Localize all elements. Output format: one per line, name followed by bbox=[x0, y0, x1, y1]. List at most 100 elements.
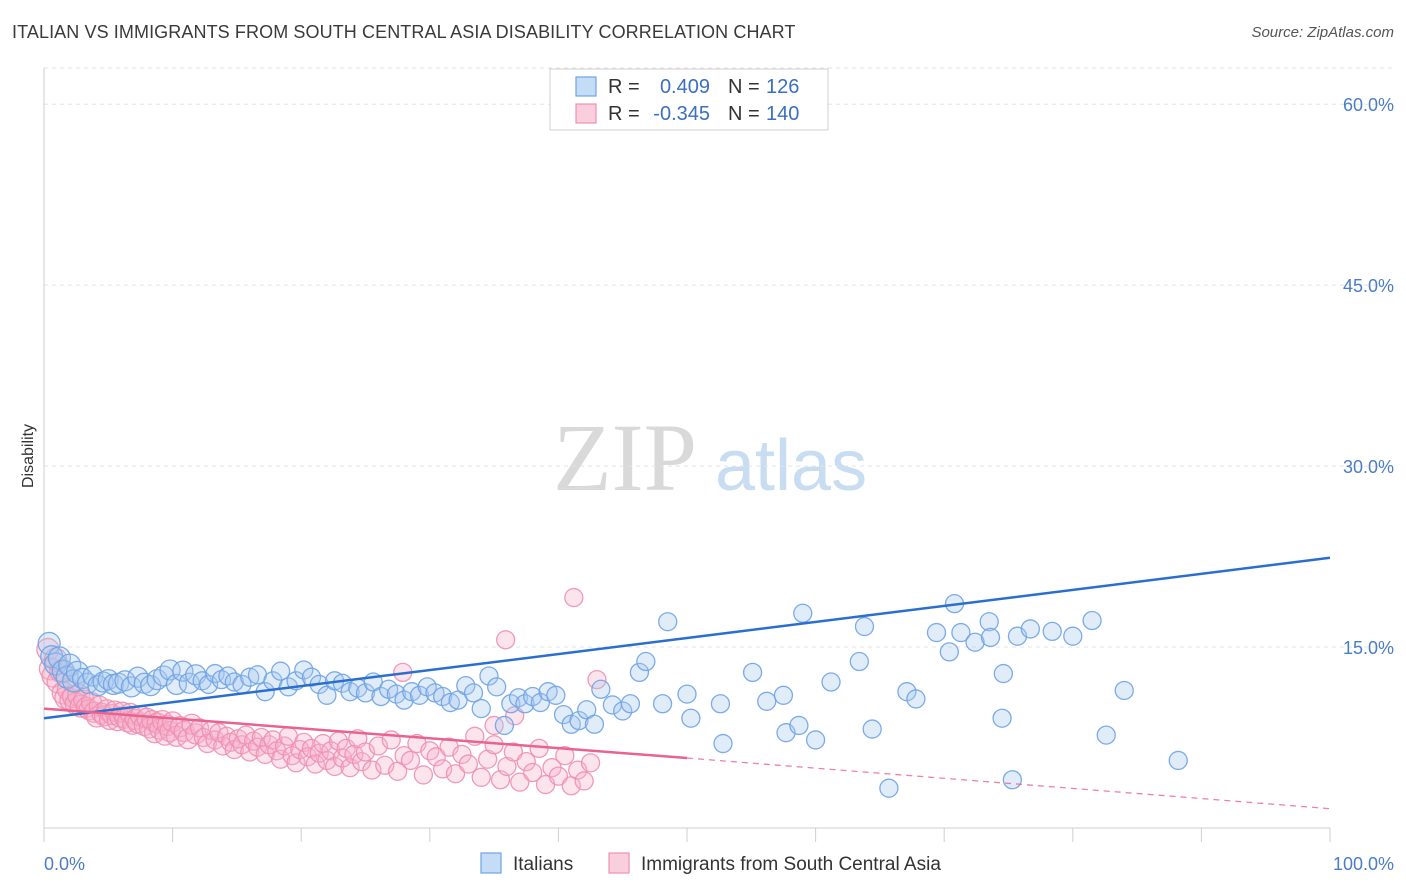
immigrants-point bbox=[555, 745, 575, 766]
immigrants-point bbox=[321, 741, 341, 761]
immigrants-point bbox=[458, 754, 479, 774]
immigrants-point bbox=[413, 765, 434, 785]
italians-point bbox=[355, 683, 376, 703]
italians-point bbox=[501, 694, 521, 714]
italians-point bbox=[546, 685, 566, 705]
italians-point bbox=[487, 677, 507, 697]
italians-point bbox=[479, 666, 499, 686]
watermark-zip: ZIP bbox=[553, 404, 697, 511]
italians-point bbox=[1002, 770, 1023, 790]
immigrants-point bbox=[274, 736, 295, 756]
y-tick-label-30: 30.0% bbox=[1343, 457, 1394, 477]
italians-point bbox=[584, 714, 605, 734]
italians-point bbox=[773, 685, 794, 705]
immigrants-point bbox=[548, 766, 569, 786]
series-italians-points bbox=[37, 593, 1188, 798]
italians-point bbox=[386, 684, 407, 704]
stats-legend: R = 0.409 N = 126 R = -0.345 N = 140 bbox=[549, 68, 829, 131]
immigrants-point bbox=[484, 715, 504, 736]
y-tick-labels: 15.0% 30.0% 45.0% 60.0% bbox=[1343, 95, 1394, 658]
italians-point bbox=[613, 701, 633, 721]
immigrants-point bbox=[574, 771, 594, 791]
italians-point bbox=[939, 642, 959, 662]
italians-point bbox=[742, 662, 763, 683]
italians-point bbox=[862, 719, 882, 739]
italians-point bbox=[1042, 621, 1062, 642]
trend-line-immigrants bbox=[43, 707, 688, 760]
immigrants-point bbox=[263, 730, 283, 750]
chart-source: Source: ZipAtlas.com bbox=[1251, 24, 1394, 41]
italians-point bbox=[620, 694, 641, 714]
italians-point bbox=[789, 715, 809, 736]
italians-point bbox=[951, 622, 971, 643]
bottom-legend-swatch-italians bbox=[480, 852, 502, 874]
immigrants-point bbox=[317, 750, 337, 771]
chart-title: ITALIAN VS IMMIGRANTS FROM SOUTH CENTRAL… bbox=[12, 22, 796, 42]
italians-point bbox=[433, 686, 453, 707]
italians-point bbox=[652, 694, 673, 714]
italians-point bbox=[591, 679, 611, 699]
immigrants-point bbox=[445, 764, 466, 784]
legend-swatch-italians bbox=[575, 76, 597, 97]
x-tick-label-min: 0.0% bbox=[44, 854, 85, 874]
italians-point bbox=[926, 622, 947, 643]
legend-r-label-italians: R = bbox=[608, 76, 640, 98]
legend-n-label-immigrants: N = bbox=[728, 103, 760, 125]
italians-point bbox=[980, 627, 1001, 648]
italians-point bbox=[658, 612, 678, 632]
italians-point bbox=[979, 612, 999, 632]
italians-point bbox=[710, 694, 731, 714]
italians-point bbox=[636, 651, 656, 672]
legend-r-value-italians: 0.409 bbox=[660, 76, 710, 98]
italians-point bbox=[629, 662, 650, 683]
italians-point bbox=[456, 676, 476, 696]
italians-point bbox=[440, 692, 461, 713]
immigrants-point bbox=[305, 754, 325, 774]
italians-point bbox=[757, 691, 777, 711]
trend-line-immigrants-extension bbox=[686, 757, 1331, 810]
italians-point bbox=[821, 672, 841, 692]
italians-point bbox=[530, 692, 551, 713]
italians-point bbox=[417, 677, 437, 697]
immigrants-point bbox=[580, 753, 601, 773]
italians-point bbox=[992, 708, 1012, 728]
y-axis-title: Disability bbox=[20, 424, 37, 488]
italians-point bbox=[494, 715, 515, 736]
italians-point bbox=[965, 632, 985, 652]
immigrants-point bbox=[587, 669, 607, 690]
immigrants-point bbox=[344, 744, 364, 765]
italians-point bbox=[1020, 619, 1041, 639]
italians-point bbox=[849, 651, 869, 672]
legend-r-value-immigrants: -0.345 bbox=[653, 103, 710, 125]
italians-point bbox=[1114, 680, 1134, 701]
immigrants-point bbox=[564, 587, 584, 608]
trend-lines bbox=[43, 556, 1331, 810]
immigrants-point bbox=[294, 732, 314, 752]
italians-point bbox=[713, 733, 733, 754]
italians-point bbox=[1082, 610, 1102, 631]
italians-point bbox=[681, 708, 701, 728]
italians-point bbox=[793, 603, 813, 623]
bottom-legend-label-italians: Italians bbox=[513, 854, 573, 875]
italians-point bbox=[523, 686, 543, 707]
italians-point bbox=[224, 672, 244, 692]
italians-point bbox=[463, 683, 484, 703]
x-tick-label-max: 100.0% bbox=[1333, 854, 1394, 874]
immigrants-point bbox=[189, 718, 210, 738]
italians-point bbox=[1168, 750, 1188, 771]
immigrants-point bbox=[503, 742, 524, 762]
italians-point bbox=[1063, 626, 1083, 646]
y-tick-label-45: 45.0% bbox=[1343, 276, 1394, 296]
immigrants-point bbox=[523, 762, 543, 783]
italians-point bbox=[515, 694, 535, 714]
gridlines bbox=[44, 67, 1394, 648]
bottom-legend-swatch-immigrants bbox=[608, 852, 630, 874]
immigrants-point bbox=[510, 772, 530, 792]
legend-n-value-italians: 126 bbox=[766, 76, 799, 98]
italians-point bbox=[906, 689, 926, 709]
legend-n-value-immigrants: 140 bbox=[766, 103, 799, 125]
immigrants-point bbox=[426, 747, 446, 767]
legend-n-label-italians: N = bbox=[728, 76, 760, 98]
immigrants-point bbox=[247, 737, 268, 757]
